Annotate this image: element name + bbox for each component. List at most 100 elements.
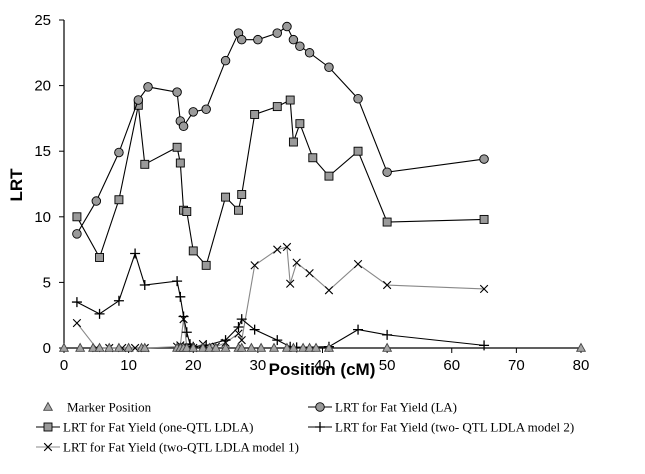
data-point [382, 217, 392, 227]
data-point [236, 342, 247, 352]
data-point [295, 41, 305, 51]
legend-swatch-marker [43, 422, 53, 432]
data-point [72, 318, 82, 328]
data-point [104, 342, 115, 352]
axes [63, 20, 581, 349]
series-plus [71, 248, 490, 353]
y-tick-label: 25 [34, 12, 51, 29]
x-axis-title: Position (cM) [269, 360, 376, 379]
data-point [382, 167, 392, 177]
series-x [72, 242, 489, 353]
data-point [236, 34, 247, 45]
data-point [237, 190, 247, 199]
y-tick-label: 20 [34, 78, 51, 95]
y-tick-label: 5 [43, 274, 51, 291]
data-point [114, 195, 124, 205]
data-point [237, 335, 246, 345]
data-point [249, 324, 260, 335]
data-point [210, 342, 221, 352]
legend-item: LRT for Fat Yield (LA) [308, 400, 457, 415]
series-layer [58, 21, 587, 353]
data-point [113, 342, 124, 352]
data-point [382, 329, 393, 340]
data-point [253, 34, 263, 45]
legend-label: LRT for Fat Yield (LA) [335, 400, 457, 415]
data-point [234, 205, 243, 215]
legend-swatch-marker [42, 401, 54, 411]
data-point [91, 196, 102, 206]
data-point [382, 342, 393, 352]
data-point [220, 342, 231, 352]
x-tick-label: 10 [120, 357, 137, 374]
y-axis-title: LRT [7, 168, 26, 202]
data-point [178, 311, 189, 322]
data-point [175, 158, 185, 168]
data-point [288, 137, 298, 147]
data-point [282, 21, 292, 32]
data-point [181, 327, 192, 338]
data-point [204, 342, 215, 352]
data-point [172, 87, 182, 97]
data-point [272, 28, 283, 38]
data-point [139, 342, 150, 352]
data-point [246, 342, 257, 352]
data-point [382, 280, 392, 290]
series-circle [72, 21, 489, 239]
data-point [130, 248, 141, 259]
data-point [353, 259, 363, 269]
series-triangle [58, 342, 587, 352]
x-tick-label: 40 [314, 357, 331, 374]
data-point [479, 340, 490, 351]
data-point [133, 95, 144, 105]
data-point [172, 142, 182, 152]
data-point [285, 95, 295, 105]
data-point [575, 342, 587, 352]
data-point [479, 284, 489, 294]
data-point [181, 342, 192, 352]
data-point [479, 214, 489, 224]
x-ticks: 0 10 20 30 40 50 60 70 80 [60, 348, 589, 374]
data-point [305, 269, 314, 278]
data-point [324, 171, 334, 181]
data-point [178, 121, 189, 132]
data-point [201, 104, 211, 114]
data-point [188, 246, 198, 256]
data-point [94, 308, 105, 319]
data-point [123, 342, 134, 352]
data-point [58, 342, 70, 352]
data-point [197, 342, 209, 352]
x-tick-label: 50 [379, 357, 396, 374]
data-point [250, 110, 260, 119]
data-point [95, 253, 104, 262]
data-point [324, 286, 334, 295]
series-line [76, 251, 485, 348]
y-tick-label: 10 [34, 209, 51, 226]
legend-item: Marker Position [42, 400, 152, 415]
data-point [188, 107, 198, 117]
x-tick-label: 0 [60, 357, 68, 374]
data-point [323, 342, 335, 352]
data-point [233, 322, 244, 333]
x-tick-label: 20 [185, 357, 202, 374]
data-point [353, 146, 363, 156]
data-point [75, 342, 86, 352]
legend-label: LRT for Fat Yield (two-QTL LDLA model 1) [63, 440, 299, 455]
data-point [182, 207, 192, 217]
legend-item: LRT for Fat Yield (one-QTL LDLA) [36, 420, 253, 435]
legend-item: LRT for Fat Yield (two-QTL LDLA model 1) [36, 440, 299, 455]
series-square [72, 95, 489, 270]
data-point [139, 280, 150, 291]
data-point [324, 62, 334, 72]
data-point [236, 314, 247, 325]
data-point [201, 260, 211, 270]
data-point [72, 212, 82, 222]
data-point [308, 153, 318, 163]
y-ticks: 0 5 10 15 20 25 [34, 12, 64, 357]
y-tick-label: 0 [43, 340, 51, 357]
x-tick-label: 30 [250, 357, 267, 374]
legend-swatch-marker [43, 442, 53, 452]
data-point [304, 48, 315, 58]
data-point [234, 329, 243, 338]
data-point [143, 82, 153, 92]
